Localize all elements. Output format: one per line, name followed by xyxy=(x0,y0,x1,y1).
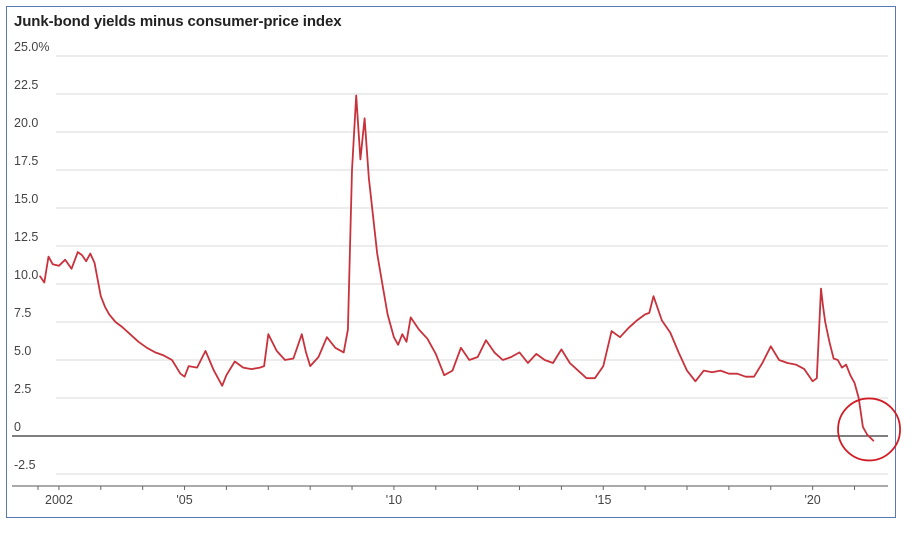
y-tick-label: 7.5 xyxy=(14,306,31,320)
series-layer xyxy=(39,94,875,442)
series-line-0 xyxy=(39,94,875,442)
y-tick-label: 20.0 xyxy=(14,116,38,130)
y-tick-label: 17.5 xyxy=(14,154,38,168)
annotation-layer xyxy=(837,397,901,462)
grid-layer xyxy=(12,55,888,475)
highlight-circle xyxy=(837,397,901,462)
x-tick-label: '15 xyxy=(595,493,611,507)
chart-title: Junk-bond yields minus consumer-price in… xyxy=(14,13,342,30)
y-tick-label: -2.5 xyxy=(14,458,36,472)
x-tick-label: 2002 xyxy=(45,493,73,507)
y-tick-label: 2.5 xyxy=(14,382,31,396)
y-tick-label: 12.5 xyxy=(14,230,38,244)
chart-frame xyxy=(6,6,896,518)
y-tick-label: 0 xyxy=(14,420,21,434)
y-tick-label: 25.0% xyxy=(14,40,49,54)
x-tick-label: '10 xyxy=(386,493,402,507)
x-tick-label: '20 xyxy=(804,493,820,507)
y-tick-label: 10.0 xyxy=(14,268,38,282)
x-tick-label: '05 xyxy=(176,493,192,507)
y-tick-label: 15.0 xyxy=(14,192,38,206)
axis-layer: 25.0% 22.5 20.0 17.5 15.0 12.5 10.0 7.5 5.0 2.5 0 -… xyxy=(12,40,888,507)
y-tick-label: 5.0 xyxy=(14,344,31,358)
y-tick-label: 22.5 xyxy=(14,78,38,92)
